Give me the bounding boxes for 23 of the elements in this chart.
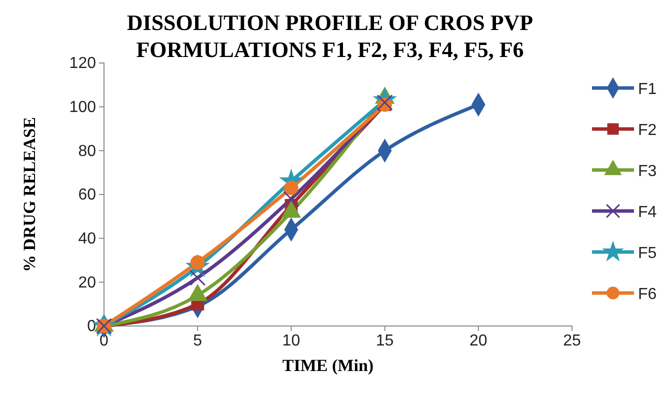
x-tick-label: 20 (470, 332, 488, 350)
legend-label: F6 (638, 286, 657, 303)
legend-label: F1 (638, 81, 657, 98)
y-tick-label: 80 (78, 142, 96, 160)
y-tick-label: 40 (78, 230, 96, 248)
x-tick-label: 5 (193, 332, 202, 350)
legend-label: F4 (638, 204, 657, 221)
legend-label: F2 (638, 122, 657, 139)
chart-title: DISSOLUTION PROFILE OF CROS PVP FORMULATIONS F1, F2, F3, F4, F5, F6 (126, 10, 534, 62)
legend-label: F5 (638, 245, 657, 262)
point (190, 270, 206, 286)
x-tick-label: 25 (563, 332, 581, 350)
y-tick-label: 120 (69, 55, 96, 72)
legend-label: F3 (638, 163, 657, 180)
y-tick-label: 20 (78, 274, 96, 292)
x-tick-label: 15 (376, 332, 394, 350)
point (284, 180, 298, 196)
point (283, 190, 300, 207)
x-tick-label: 10 (282, 332, 300, 350)
y-axis-title: % DRUG RELEASE (20, 117, 39, 272)
x-axis-title: TIME (Min) (282, 356, 374, 375)
y-tick-label: 100 (69, 98, 96, 116)
y-tick-label: 60 (78, 186, 96, 204)
